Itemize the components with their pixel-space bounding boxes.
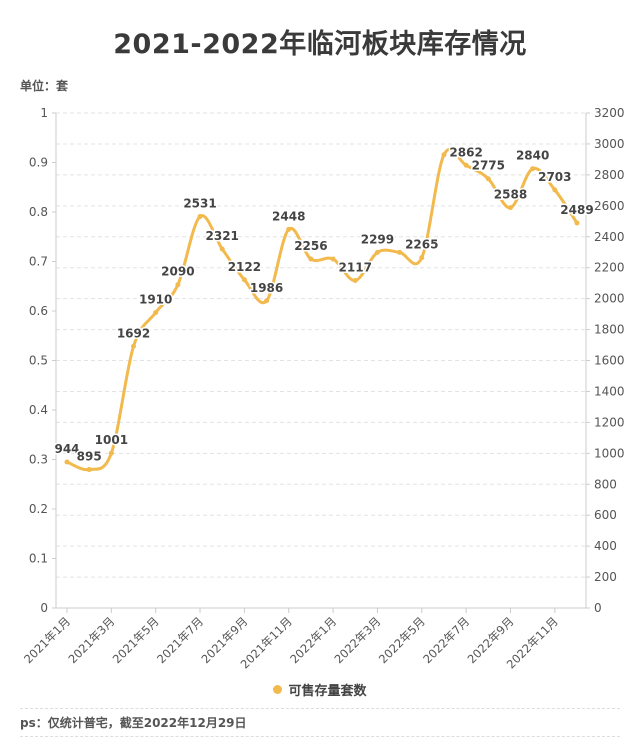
- data-label: 2862: [449, 145, 482, 159]
- data-point: [308, 256, 314, 262]
- data-label: 2321: [206, 229, 239, 243]
- data-label: 2588: [494, 188, 527, 202]
- right-tick-label: 1000: [594, 446, 625, 460]
- right-tick-label: 2400: [594, 230, 625, 244]
- data-label: 2531: [183, 196, 216, 210]
- divider-bottom: [20, 736, 620, 737]
- chart-legend[interactable]: 可售存量套数: [0, 680, 640, 699]
- data-point: [507, 205, 513, 211]
- data-point: [485, 176, 491, 182]
- data-label: 895: [77, 450, 102, 464]
- data-point: [64, 459, 70, 465]
- data-point: [86, 467, 92, 473]
- data-label: 1986: [250, 281, 283, 295]
- x-tick-label: 2021年3月: [65, 614, 117, 666]
- footnote: ps：仅统计普宅，截至2022年12月29日: [20, 716, 247, 730]
- right-tick-label: 600: [594, 508, 617, 522]
- right-tick-label: 1600: [594, 354, 625, 368]
- data-point: [219, 246, 225, 252]
- data-label: 2775: [472, 159, 505, 173]
- data-point: [463, 162, 469, 168]
- line-chart: 0 0.1 0.2 0.3 0.4 0.5 0.6 0.7 0.8 0.9 1 0 200 400 600 8…: [21, 106, 625, 671]
- data-point: [153, 310, 159, 316]
- right-tick-label: 2000: [594, 292, 625, 306]
- left-tick-label: 0: [40, 601, 48, 615]
- data-point: [264, 298, 270, 304]
- data-point: [374, 249, 380, 255]
- data-point: [108, 450, 114, 456]
- divider: [20, 708, 620, 709]
- data-point: [352, 278, 358, 284]
- x-tick-label: 2022年1月: [287, 614, 339, 666]
- data-label: 2703: [538, 170, 571, 184]
- data-point: [574, 220, 580, 226]
- x-tick-label: 2022年3月: [332, 614, 384, 666]
- data-point: [419, 255, 425, 261]
- data-label: 2489: [560, 203, 593, 217]
- data-label: 2256: [294, 239, 327, 253]
- legend-label: 可售存量套数: [288, 684, 367, 699]
- data-label: 1001: [95, 433, 128, 447]
- right-tick-label: 3000: [594, 137, 625, 151]
- data-point: [441, 152, 447, 158]
- right-tick-label: 2600: [594, 199, 625, 213]
- data-point: [131, 343, 137, 349]
- left-tick-label: 0.2: [29, 502, 48, 516]
- right-tick-label: 200: [594, 570, 617, 584]
- data-label: 1910: [139, 293, 172, 307]
- data-label: 2122: [228, 260, 261, 274]
- right-tick-label: 400: [594, 539, 617, 553]
- data-point: [241, 277, 247, 283]
- left-tick-label: 0.1: [29, 552, 48, 566]
- left-tick-label: 0.8: [29, 205, 48, 219]
- legend-marker: [273, 685, 283, 694]
- data-point: [197, 213, 203, 219]
- data-label: 2840: [516, 149, 549, 163]
- right-tick-label: 3200: [594, 106, 625, 120]
- left-tick-label: 0.5: [29, 354, 48, 368]
- left-tick-label: 1: [40, 106, 48, 120]
- data-point: [286, 226, 292, 232]
- left-tick-label: 0.6: [29, 304, 48, 318]
- right-tick-label: 1400: [594, 384, 625, 398]
- x-tick-label: 2021年7月: [154, 614, 206, 666]
- data-label: 2265: [405, 238, 438, 252]
- x-tick-label: 2021年1月: [21, 614, 73, 666]
- x-tick-label: 2022年7月: [420, 614, 472, 666]
- left-tick-label: 0.7: [29, 255, 48, 269]
- left-tick-label: 0.3: [29, 453, 48, 467]
- right-tick-label: 2800: [594, 168, 625, 182]
- data-label: 1692: [117, 326, 150, 340]
- data-label: 2117: [339, 261, 372, 275]
- data-label: 2448: [272, 209, 305, 223]
- right-tick-label: 1200: [594, 415, 625, 429]
- right-tick-label: 2200: [594, 261, 625, 275]
- right-tick-label: 0: [594, 601, 602, 615]
- unit-label: 单位：套: [20, 79, 69, 93]
- right-tick-label: 800: [594, 477, 617, 491]
- data-point: [175, 282, 181, 288]
- x-tick-label: 2022年5月: [376, 614, 428, 666]
- data-label: 2090: [161, 265, 194, 279]
- left-tick-label: 0.4: [29, 403, 48, 417]
- data-point: [397, 249, 403, 255]
- x-tick-label: 2021年5月: [110, 614, 162, 666]
- data-point: [330, 256, 336, 262]
- chart-title: 2021-2022年临河板块库存情况: [113, 29, 527, 60]
- data-label: 2299: [361, 232, 394, 246]
- left-tick-label: 0.9: [29, 156, 48, 170]
- right-tick-label: 1800: [594, 323, 625, 337]
- data-point: [552, 187, 558, 193]
- data-point: [530, 166, 536, 172]
- data-label: 944: [54, 442, 79, 456]
